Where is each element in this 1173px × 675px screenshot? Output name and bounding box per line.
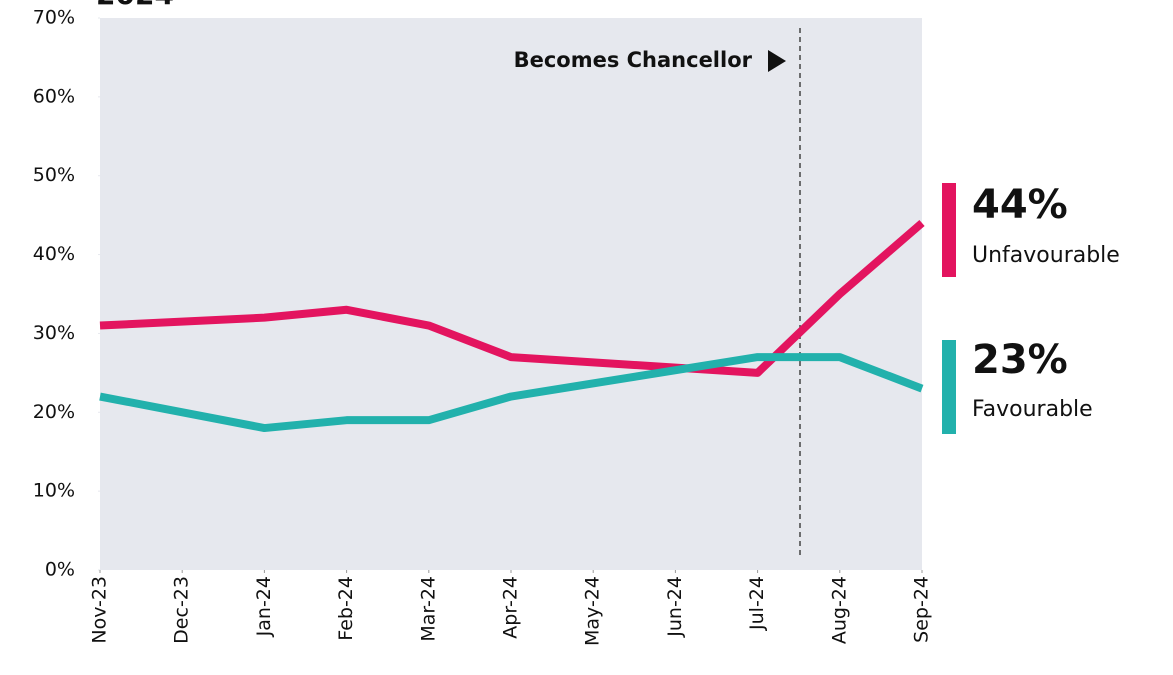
end-label: 23% [972, 337, 1068, 383]
x-tick-label: Dec-23 [171, 576, 193, 644]
x-tick-label: Mar-24 [417, 576, 439, 642]
y-tick-label: 30% [33, 322, 75, 344]
legend-swatch [942, 340, 956, 434]
annotation-arrow [768, 50, 786, 72]
line [99, 220, 925, 377]
x-tick-label: May-24 [582, 576, 604, 646]
chart-title: 2024 [96, 0, 174, 11]
x-tick-label: Sep-24 [911, 576, 933, 643]
x-tick-label: Jan-24 [253, 576, 275, 637]
x-tick-label: Jun-24 [664, 576, 686, 638]
y-tick-label: 70% [33, 7, 75, 29]
legend-label: Favourable [972, 397, 1093, 422]
y-tick-label: 40% [33, 243, 75, 265]
x-tick-label: Aug-24 [828, 576, 850, 644]
y-tick-label: 60% [33, 85, 75, 107]
y-tick-label: 10% [33, 480, 75, 502]
x-tick-label: Jul-24 [746, 576, 768, 631]
legend-label: Unfavourable [972, 243, 1120, 268]
line [99, 353, 924, 433]
x-tick-label: Apr-24 [500, 576, 522, 639]
legend-swatch [942, 183, 956, 277]
x-tick-label: Nov-23 [89, 576, 111, 644]
y-tick-label: 20% [33, 401, 75, 423]
plot-area [100, 18, 922, 570]
annotation: Becomes Chancellor [514, 48, 753, 72]
y-tick-label: 0% [45, 559, 75, 581]
y-tick-label: 50% [33, 164, 75, 186]
x-tick-label: Feb-24 [335, 576, 357, 641]
end-label: 44% [972, 182, 1068, 228]
